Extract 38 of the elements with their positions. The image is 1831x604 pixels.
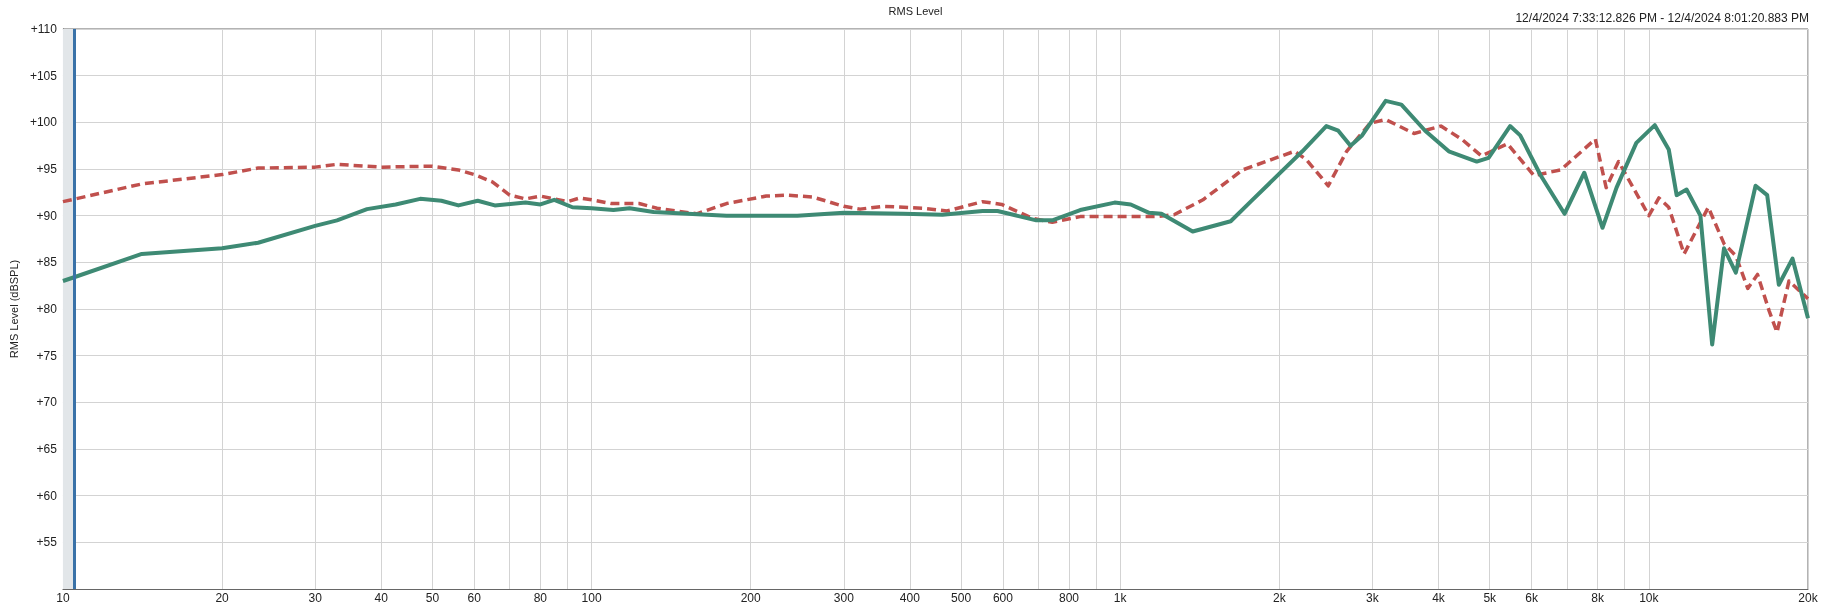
x-tick-label: 600: [992, 591, 1014, 604]
x-tick-label: 20: [215, 591, 230, 604]
y-tick-label: +80: [36, 302, 58, 316]
x-tick-label: 3k: [1366, 591, 1380, 604]
y-tick-label: +85: [36, 255, 58, 270]
y-tick-label: +70: [36, 395, 58, 410]
y-tick-label: +90: [36, 208, 58, 223]
y-tick-label: +65: [36, 442, 58, 456]
y-axis-title: RMS Level (dBSPL): [7, 259, 20, 359]
x-tick-label: 80: [533, 591, 548, 604]
x-tick-label: 100: [581, 591, 602, 604]
x-tick-label: 400: [899, 591, 921, 604]
y-tick-label: +100: [29, 115, 58, 130]
y-tick-label: +55: [36, 535, 58, 550]
x-tick-label: 10k: [1639, 591, 1660, 604]
x-tick-label: 60: [467, 591, 482, 604]
x-tick-label: 500: [951, 591, 972, 604]
x-tick-label: 2k: [1273, 591, 1287, 604]
x-tick-label: 30: [308, 591, 323, 604]
x-tick-label: 20k: [1798, 591, 1819, 604]
y-tick-label: +75: [36, 348, 58, 363]
x-tick-label: 10: [56, 591, 70, 604]
y-tick-label: +110: [30, 22, 58, 36]
x-tick-label: 300: [833, 591, 855, 604]
y-tick-label: +60: [36, 488, 58, 503]
x-tick-label: 4k: [1432, 591, 1446, 604]
x-tick-label: 5k: [1483, 591, 1498, 604]
x-tick-label: 6k: [1525, 591, 1539, 604]
x-tick-label: 800: [1058, 591, 1080, 604]
y-tick-label: +105: [29, 68, 58, 83]
x-tick-label: 1k: [1113, 591, 1128, 604]
y-tick-label: +95: [36, 162, 58, 176]
x-tick-label: 200: [740, 591, 762, 604]
x-tick-label: 50: [425, 591, 440, 604]
x-tick-label: 8k: [1591, 591, 1605, 604]
chart-title: RMS Level: [888, 4, 943, 17]
x-tick-label: 40: [374, 591, 389, 604]
text: 12/4/2024 7:33:12.826 PM - 12/4/2024 8:01:20.883 PM: [1515, 11, 1810, 25]
